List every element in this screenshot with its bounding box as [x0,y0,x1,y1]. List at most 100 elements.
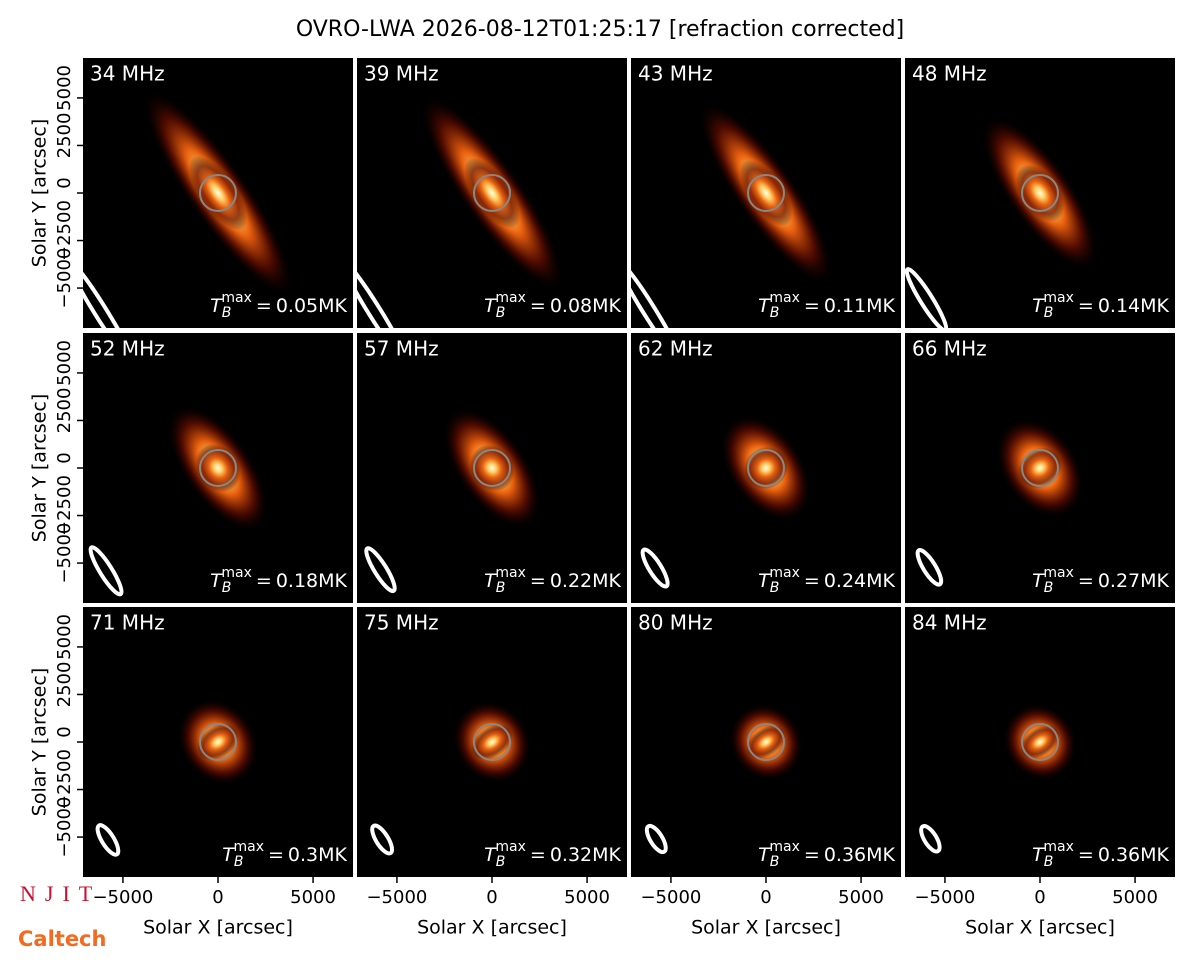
y-tick-label: 5000 [54,340,75,386]
tb-max-label: TBmax = 0.05MK [210,290,347,321]
solar-disk [199,449,237,487]
y-axis-label: Solar Y [arcsec] [29,394,51,542]
tb-symbol: T [758,844,771,866]
beam [357,258,409,328]
tb-symbol: T [1032,295,1045,317]
emission-core [1018,447,1062,489]
tb-max-label: TBmax = 0.11MK [758,290,895,321]
solar-disk [473,449,511,487]
tb-max-value: 0.24 [824,570,866,592]
panel: TBmax = 0.05MK [83,58,353,328]
tb-max-label: TBmax = 0.18MK [210,565,347,596]
y-tick-label: 5000 [54,614,75,660]
tb-unit: MK [866,295,895,317]
tb-sub: B [496,305,506,321]
tb-sup: max [1043,290,1074,306]
y-tick-label: −2500 [54,475,75,536]
tb-max-label: TBmax = 0.36MK [1032,839,1169,870]
tb-sub: B [1044,854,1054,870]
tb-sub: B [496,580,506,596]
logo-njit: NJIT [20,881,101,906]
beam [631,258,682,328]
tb-sup: max [1043,839,1074,855]
tb-sub: B [770,305,780,321]
y-tick-label: 5000 [54,65,75,111]
emission-core [1020,725,1060,759]
tb-unit: MK [866,570,895,592]
y-tick-label: −5000 [54,248,75,309]
panel: TBmax = 0.36MK [905,607,1175,877]
tb-symbol: T [758,570,771,592]
x-tick-label: −5000 [640,887,701,908]
frequency-label: 80 MHz [638,611,713,635]
emission-core [744,446,788,490]
panel: TBmax = 0.24MK [631,333,901,603]
x-tick-label: 5000 [838,887,884,908]
solar-disk [1021,174,1059,212]
frequency-label: 66 MHz [912,337,987,361]
tb-sup: max [221,290,252,306]
frequency-label: 52 MHz [90,337,165,361]
emission-core [469,444,515,492]
tb-max-value: 0.22 [550,570,592,592]
tb-sup: max [769,565,800,581]
x-tick-label: −5000 [914,887,975,908]
x-axis-label: Solar X [arcsec] [965,917,1115,939]
tb-max-label: TBmax = 0.27MK [1032,565,1169,596]
panel: TBmax = 0.36MK [631,607,901,877]
tb-symbol: T [484,295,497,317]
emission-core [195,443,241,493]
tb-symbol: T [1032,570,1045,592]
x-tick-label: 0 [1034,887,1045,908]
tb-max-label: TBmax = 0.14MK [1032,290,1169,321]
tb-equals: = [268,844,284,866]
tb-max-value: 0.36 [824,844,866,866]
x-tick-label: 0 [486,887,497,908]
tb-unit: MK [318,570,347,592]
frequency-label: 71 MHz [90,611,165,635]
tb-symbol: T [484,570,497,592]
panel: TBmax = 0.11MK [631,58,901,328]
y-axis-label: Solar Y [arcsec] [29,119,51,267]
tb-equals: = [804,570,820,592]
beam [905,267,949,328]
beam [95,823,121,857]
frequency-label: 57 MHz [364,337,439,361]
emission-core [739,159,793,227]
tb-max-value: 0.18 [276,570,318,592]
tb-sub: B [1044,580,1054,596]
beam [83,258,135,328]
tb-equals: = [530,844,546,866]
tb-max-value: 0.08 [550,295,592,317]
y-tick-label: 2500 [54,113,75,159]
frequency-label: 34 MHz [90,62,165,86]
tb-sub: B [770,854,780,870]
logo-caltech: Caltech [18,927,106,951]
x-axis-label: Solar X [arcsec] [691,917,841,939]
tb-sub: B [222,305,232,321]
beam [915,548,944,587]
tb-max-label: TBmax = 0.22MK [484,565,621,596]
x-tick-label: 0 [760,887,771,908]
tb-sub: B [222,580,232,596]
tb-sub: B [496,854,506,870]
tb-max-value: 0.14 [1098,295,1140,317]
solar-disk [473,174,511,212]
tb-equals: = [804,844,820,866]
tb-unit: MK [1140,844,1169,866]
tb-unit: MK [318,844,347,866]
x-axis-label: Solar X [arcsec] [143,917,293,939]
y-tick-label: −2500 [54,749,75,810]
x-tick-label: 5000 [1112,887,1158,908]
tb-unit: MK [318,295,347,317]
solar-disk [473,723,511,761]
tb-equals: = [530,295,546,317]
panel: TBmax = 0.14MK [905,58,1175,328]
x-tick-label: −5000 [366,887,427,908]
solar-disk [1021,723,1059,761]
frequency-label: 75 MHz [364,611,439,635]
tb-symbol: T [222,844,235,866]
y-tick-label: −5000 [54,797,75,858]
frequency-label: 43 MHz [638,62,713,86]
